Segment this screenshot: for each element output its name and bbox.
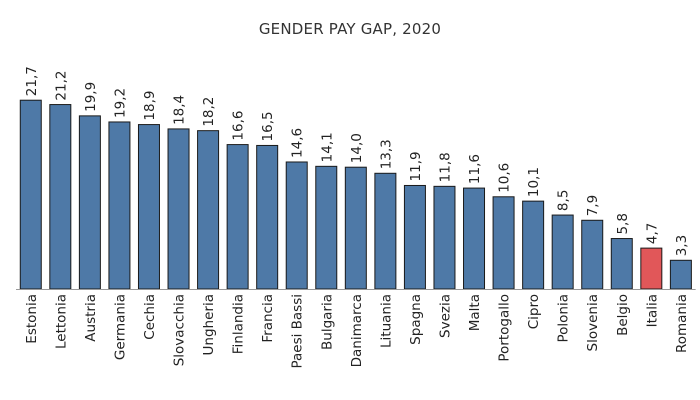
bar-estonia bbox=[19, 99, 42, 290]
value-label-estonia: 21,7 bbox=[24, 66, 40, 96]
bar-germania bbox=[108, 121, 131, 290]
bar-austria bbox=[78, 115, 101, 290]
bar-svezia bbox=[433, 185, 456, 290]
category-label-italia: Italia bbox=[644, 294, 660, 327]
category-label-malta: Malta bbox=[467, 294, 483, 331]
value-label-slovenia: 7,9 bbox=[585, 195, 601, 216]
category-label-danimarca: Danimarca bbox=[349, 294, 365, 367]
value-label-paesi-bassi: 14,6 bbox=[290, 128, 306, 158]
value-label-polonia: 8,5 bbox=[556, 190, 572, 211]
bar-lituania bbox=[374, 172, 397, 290]
value-label-romania: 3,3 bbox=[674, 235, 690, 256]
bar-ungheria bbox=[197, 130, 220, 290]
value-label-portogallo: 10,6 bbox=[497, 163, 513, 193]
bar-malta bbox=[463, 187, 486, 290]
bar-francia bbox=[256, 144, 279, 290]
category-label-francia: Francia bbox=[260, 294, 276, 343]
category-label-cechia: Cechia bbox=[142, 294, 158, 340]
category-labels-layer: Estonia Lettonia Austria Germania Cechia Slov… bbox=[24, 294, 690, 369]
bar-danimarca bbox=[344, 166, 367, 290]
category-label-lituania: Lituania bbox=[378, 294, 394, 348]
value-label-spagna: 11,9 bbox=[408, 151, 424, 181]
bar-slovacchia bbox=[167, 128, 190, 290]
bar-cechia bbox=[137, 124, 160, 290]
bar-spagna bbox=[403, 184, 426, 290]
category-label-lettonia: Lettonia bbox=[53, 294, 69, 349]
value-label-lettonia: 21,2 bbox=[53, 70, 69, 100]
category-label-polonia: Polonia bbox=[556, 294, 572, 343]
category-label-belgio: Belgio bbox=[615, 294, 631, 336]
value-label-belgio: 5,8 bbox=[615, 213, 631, 234]
bar-slovenia bbox=[581, 219, 604, 290]
bar-portogallo bbox=[492, 196, 515, 290]
category-label-romania: Romania bbox=[674, 294, 690, 353]
value-labels-layer: 21,7 21,2 19,9 19,2 18,9 18,4 18,2 16,6 16,5 14,6… bbox=[24, 66, 690, 256]
category-label-svezia: Svezia bbox=[437, 294, 453, 338]
category-label-estonia: Estonia bbox=[24, 294, 40, 344]
category-label-finlandia: Finlandia bbox=[231, 294, 247, 354]
category-label-ungheria: Ungheria bbox=[201, 294, 217, 355]
bar-finlandia bbox=[226, 144, 249, 290]
bar-belgio bbox=[610, 238, 633, 290]
value-label-cipro: 10,1 bbox=[526, 167, 542, 197]
value-label-bulgaria: 14,1 bbox=[319, 132, 335, 162]
value-label-malta: 11,6 bbox=[467, 154, 483, 184]
value-label-lituania: 13,3 bbox=[378, 139, 394, 169]
category-label-paesi-bassi: Paesi Bassi bbox=[290, 294, 306, 369]
value-label-danimarca: 14,0 bbox=[349, 133, 365, 163]
category-label-bulgaria: Bulgaria bbox=[319, 294, 335, 350]
category-label-germania: Germania bbox=[112, 294, 128, 360]
value-label-slovacchia: 18,4 bbox=[172, 95, 188, 125]
category-label-cipro: Cipro bbox=[526, 294, 542, 329]
value-label-germania: 19,2 bbox=[112, 88, 128, 118]
category-label-slovenia: Slovenia bbox=[585, 294, 601, 351]
value-label-cechia: 18,9 bbox=[142, 91, 158, 121]
bar-italia bbox=[640, 247, 663, 290]
category-label-austria: Austria bbox=[83, 294, 99, 342]
value-label-finlandia: 16,6 bbox=[231, 111, 247, 141]
value-label-austria: 19,9 bbox=[83, 82, 99, 112]
bar-romania bbox=[669, 259, 692, 290]
value-label-ungheria: 18,2 bbox=[201, 97, 217, 127]
category-label-spagna: Spagna bbox=[408, 294, 424, 345]
value-label-svezia: 11,8 bbox=[437, 152, 453, 182]
bar-polonia bbox=[551, 214, 574, 290]
bar-lettonia bbox=[49, 104, 72, 290]
category-label-slovacchia: Slovacchia bbox=[172, 294, 188, 366]
bar-paesi-bassi bbox=[285, 161, 308, 290]
value-label-italia: 4,7 bbox=[644, 223, 660, 244]
category-label-portogallo: Portogallo bbox=[497, 294, 513, 362]
bars-layer bbox=[19, 99, 692, 290]
chart-title: GENDER PAY GAP, 2020 bbox=[258, 20, 442, 38]
value-label-francia: 16,5 bbox=[260, 111, 276, 141]
bar-cipro bbox=[522, 200, 545, 290]
bar-bulgaria bbox=[315, 165, 338, 290]
